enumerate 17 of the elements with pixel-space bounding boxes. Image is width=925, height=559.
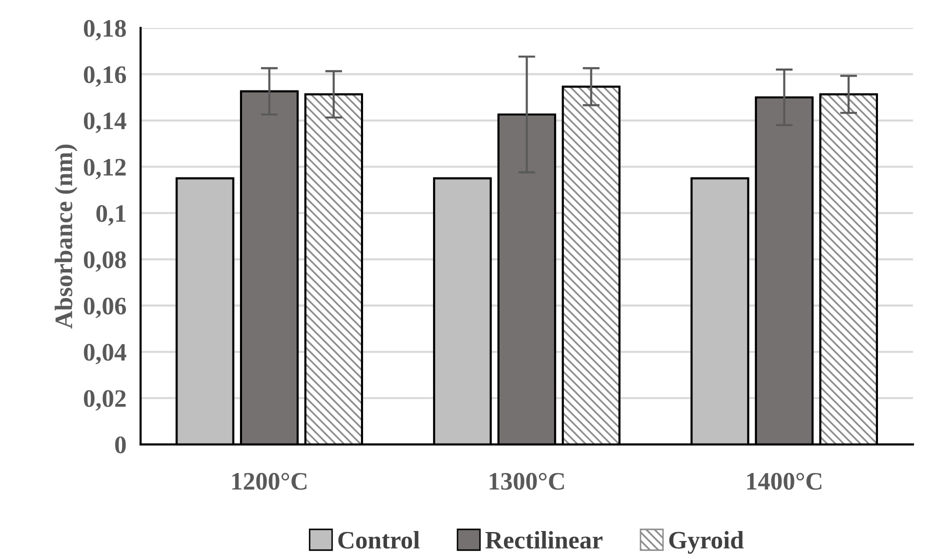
x-tick-label: 1300°C [490, 472, 564, 490]
x-tick-label: 1400°C [747, 472, 822, 490]
y-tick-label: 0,18 [84, 20, 126, 40]
legend-label: Gyroid [669, 531, 744, 554]
legend-label: Control [338, 531, 420, 549]
y-tick-label: 0,14 [84, 112, 126, 134]
y-axis-title: Absorbance (nm) [54, 144, 78, 329]
y-tick-label: 0 [115, 436, 126, 454]
x-tick-label: 1200°C [232, 472, 306, 490]
y-tick-label: 0,06 [84, 298, 126, 318]
y-tick-label: 0,08 [84, 251, 126, 272]
y-tick-label: 0,04 [84, 344, 126, 364]
y-tick-label: 0,02 [84, 390, 126, 411]
legend-label: Rectilinear [485, 531, 602, 549]
y-tick-label: 0,16 [84, 66, 126, 87]
y-tick-label: 0,1 [96, 205, 126, 226]
y-tick-label: 0,12 [84, 158, 126, 180]
